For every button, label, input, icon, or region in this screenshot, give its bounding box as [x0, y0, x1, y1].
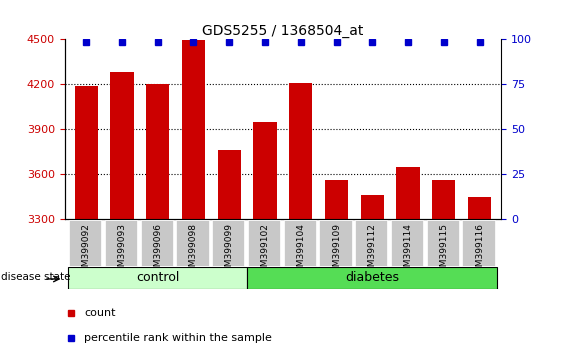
Bar	[74, 86, 98, 219]
Bar	[396, 167, 419, 219]
Text: percentile rank within the sample: percentile rank within the sample	[84, 333, 272, 343]
Bar	[361, 195, 384, 219]
Text: GSM399104: GSM399104	[296, 223, 305, 278]
Text: GSM399099: GSM399099	[225, 223, 234, 278]
Bar	[432, 180, 455, 219]
Title: GDS5255 / 1368504_at: GDS5255 / 1368504_at	[202, 24, 364, 38]
Text: control: control	[136, 272, 180, 284]
Text: disease state: disease state	[1, 272, 71, 282]
Text: GSM399114: GSM399114	[404, 223, 413, 278]
Text: GSM399096: GSM399096	[153, 223, 162, 278]
Bar	[218, 150, 241, 219]
Bar	[468, 197, 491, 219]
Bar	[253, 122, 276, 219]
FancyBboxPatch shape	[176, 221, 208, 266]
Text: diabetes: diabetes	[345, 272, 399, 284]
Text: GSM399116: GSM399116	[475, 223, 484, 278]
Text: GSM399112: GSM399112	[368, 223, 377, 278]
FancyBboxPatch shape	[69, 221, 101, 266]
Bar	[110, 72, 133, 219]
FancyBboxPatch shape	[462, 221, 495, 266]
FancyBboxPatch shape	[247, 267, 498, 289]
Bar	[146, 84, 169, 219]
FancyBboxPatch shape	[141, 221, 173, 266]
Text: GSM399115: GSM399115	[439, 223, 448, 278]
Text: count: count	[84, 308, 116, 318]
Text: GSM399098: GSM399098	[189, 223, 198, 278]
FancyBboxPatch shape	[212, 221, 244, 266]
Text: GSM399102: GSM399102	[261, 223, 270, 278]
Text: GSM399109: GSM399109	[332, 223, 341, 278]
Bar	[325, 180, 348, 219]
FancyBboxPatch shape	[105, 221, 137, 266]
FancyBboxPatch shape	[427, 221, 459, 266]
Bar	[289, 82, 312, 219]
FancyBboxPatch shape	[355, 221, 387, 266]
FancyBboxPatch shape	[68, 267, 247, 289]
Text: GSM399092: GSM399092	[82, 223, 91, 278]
Text: GSM399093: GSM399093	[118, 223, 127, 278]
FancyBboxPatch shape	[284, 221, 316, 266]
FancyBboxPatch shape	[391, 221, 423, 266]
Bar	[182, 40, 205, 219]
FancyBboxPatch shape	[248, 221, 280, 266]
FancyBboxPatch shape	[319, 221, 351, 266]
